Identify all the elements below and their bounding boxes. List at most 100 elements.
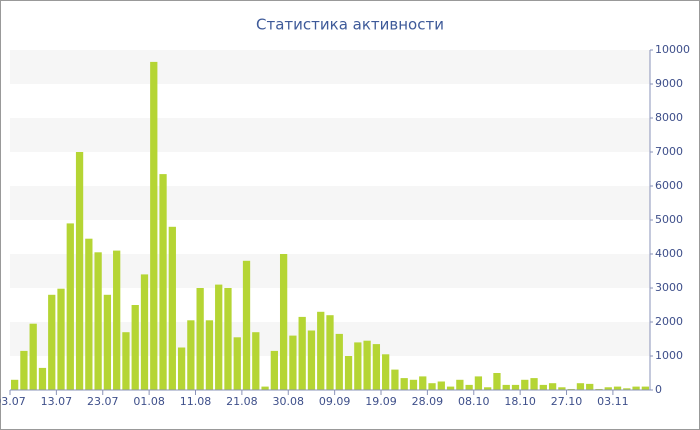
bar: [530, 378, 538, 390]
bar: [419, 376, 427, 390]
x-tick-label: 28.09: [412, 395, 444, 408]
y-tick-label: 5000: [655, 213, 683, 226]
bar: [187, 320, 195, 390]
bar: [270, 350, 278, 390]
bar: [595, 388, 603, 390]
bar: [298, 316, 306, 390]
y-tick-label: 1000: [655, 349, 683, 362]
bar: [548, 383, 557, 390]
bar: [289, 335, 297, 390]
grid-band: [10, 50, 650, 84]
bar: [29, 323, 37, 390]
x-tick-label: 19.09: [365, 395, 397, 408]
bar: [521, 379, 529, 390]
bar: [252, 332, 260, 390]
bar: [177, 347, 186, 390]
grid-band: [10, 186, 650, 220]
bar: [604, 387, 612, 390]
x-tick-label: 27.10: [551, 395, 583, 408]
bar: [242, 260, 251, 390]
bar: [632, 386, 640, 390]
x-tick-label: 13.07: [41, 395, 73, 408]
y-tick-label: 4000: [655, 247, 683, 260]
x-tick-label: 09.09: [319, 395, 351, 408]
bar: [474, 376, 483, 390]
bar: [539, 384, 547, 390]
y-tick-label: 3000: [655, 281, 683, 294]
bar: [11, 379, 19, 390]
y-tick-label: 7000: [655, 145, 683, 158]
y-tick-label: 2000: [655, 315, 683, 328]
bar: [576, 383, 585, 390]
bar: [66, 223, 74, 390]
bar: [326, 315, 334, 390]
y-tick-label: 8000: [655, 111, 683, 124]
bar: [168, 226, 176, 390]
bar: [122, 332, 130, 390]
y-tick-label: 0: [655, 383, 662, 396]
bar: [623, 388, 631, 390]
bar: [75, 152, 84, 390]
bar: [344, 356, 353, 390]
bar: [113, 250, 121, 390]
bar: [261, 386, 269, 390]
bar: [372, 344, 381, 390]
bar: [224, 288, 232, 390]
bar: [641, 386, 649, 390]
bar: [307, 330, 316, 390]
bar: [103, 294, 112, 390]
bar: [382, 354, 390, 390]
x-tick-label: 21.08: [226, 395, 258, 408]
y-tick-label: 10000: [655, 43, 690, 56]
bar: [48, 294, 56, 390]
x-tick-label: 23.07: [87, 395, 119, 408]
bar: [493, 373, 501, 390]
x-tick-label: 11.08: [180, 395, 212, 408]
bar: [233, 337, 241, 390]
bar: [613, 386, 622, 390]
bar: [567, 388, 575, 390]
bar: [465, 384, 473, 390]
bar: [215, 284, 223, 390]
bar: [150, 61, 158, 391]
x-tick-label: 03.07: [0, 395, 26, 408]
bar: [57, 288, 65, 390]
bar: [502, 384, 510, 390]
grid-band: [10, 254, 650, 288]
x-tick-label: 01.08: [133, 395, 165, 408]
bar: [428, 383, 436, 390]
bar: [196, 288, 204, 390]
bar: [94, 252, 102, 390]
bar: [511, 384, 520, 390]
bar: [20, 350, 28, 390]
bar: [159, 174, 167, 390]
bar: [484, 387, 492, 390]
bar: [317, 311, 325, 390]
bar: [456, 379, 464, 390]
bar: [586, 383, 594, 390]
y-tick-label: 6000: [655, 179, 683, 192]
bar: [363, 340, 371, 390]
bar: [409, 379, 418, 390]
x-tick-label: 03.11: [597, 395, 629, 408]
bar: [205, 320, 214, 390]
bar: [335, 333, 343, 390]
bar: [400, 378, 408, 390]
bar: [391, 369, 399, 390]
bar: [558, 387, 566, 390]
bar: [38, 367, 47, 390]
bar: [140, 274, 149, 390]
chart-title: Статистика активности: [256, 16, 444, 34]
y-tick-label: 9000: [655, 77, 683, 90]
x-tick-label: 08.10: [458, 395, 490, 408]
bar: [354, 342, 362, 390]
x-tick-label: 30.08: [273, 395, 305, 408]
bar: [131, 305, 139, 390]
grid-band: [10, 118, 650, 152]
x-tick-label: 18.10: [504, 395, 536, 408]
bar: [437, 381, 445, 390]
bar: [85, 238, 93, 390]
bar: [279, 254, 288, 390]
bar: [446, 386, 455, 390]
